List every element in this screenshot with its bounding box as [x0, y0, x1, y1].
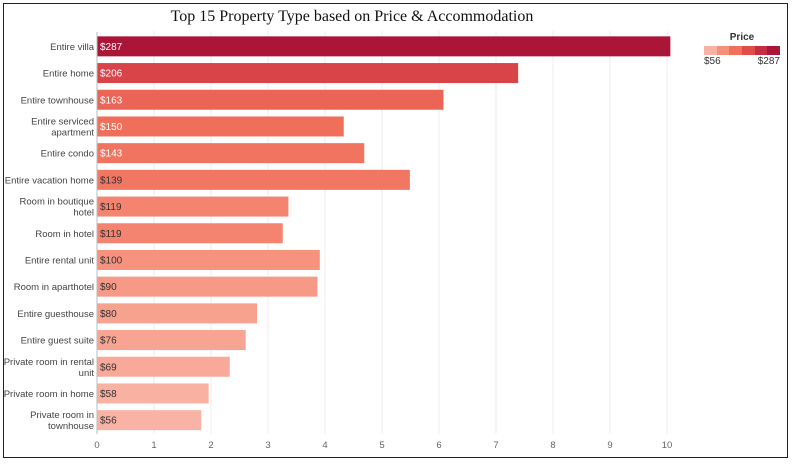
bar: [97, 330, 246, 351]
legend-swatch: [742, 46, 755, 55]
bar-value-label: $119: [100, 229, 122, 240]
category-label: Entire guest suite: [21, 336, 94, 347]
bar-value-label: $163: [100, 95, 123, 106]
x-tick-label: 5: [379, 440, 384, 451]
bar-value-label: $90: [100, 282, 117, 293]
category-label: Entire vacation home: [5, 175, 94, 186]
bar: [97, 63, 519, 84]
legend-swatch: [729, 46, 743, 55]
x-tick-label: 8: [550, 440, 555, 451]
category-label: Room in aparthotel: [14, 282, 94, 293]
price-legend: Price $56 $287: [704, 32, 781, 67]
bar: [97, 196, 289, 217]
category-label: Entire condo: [41, 149, 94, 160]
bar-value-label: $139: [100, 175, 123, 186]
bar-value-label: $287: [100, 42, 123, 53]
chart-title: Top 15 Property Type based on Price & Ac…: [170, 8, 534, 25]
bar-value-label: $100: [100, 255, 123, 266]
bar: [97, 410, 202, 431]
bar: [97, 169, 410, 190]
category-label: Entire serviced apartment: [31, 116, 94, 138]
category-label: Room in boutique hotel: [20, 197, 94, 219]
bar: [97, 36, 671, 57]
legend-color-ramp: [704, 46, 781, 55]
x-tick-label: 0: [94, 440, 99, 451]
bar-value-label: $150: [100, 122, 123, 133]
x-tick-label: 7: [493, 440, 498, 451]
legend-title: Price: [729, 32, 755, 43]
x-tick-label: 3: [265, 440, 270, 451]
category-label: Room in hotel: [35, 229, 94, 240]
legend-swatch: [704, 46, 717, 55]
category-label: Private room in rental unit: [4, 357, 95, 379]
legend-swatch: [754, 46, 768, 55]
bar-value-label: $119: [100, 202, 122, 213]
bar-value-label: $206: [100, 69, 123, 80]
bar-value-label: $58: [100, 389, 117, 400]
category-label: Entire rental unit: [25, 255, 95, 266]
category-label: Entire home: [43, 69, 94, 80]
category-label: Entire townhouse: [21, 95, 94, 106]
x-tick-label: 10: [662, 440, 673, 451]
bar: [97, 89, 444, 110]
bar: [97, 116, 344, 137]
bar: [97, 143, 365, 164]
category-label: Private room in home: [4, 389, 94, 400]
bar-value-label: $80: [100, 309, 117, 320]
legend-min-label: $56: [704, 56, 721, 67]
bar-value-label: $76: [100, 336, 117, 347]
bar: [97, 249, 320, 270]
bar: [97, 276, 318, 297]
legend-max-label: $287: [757, 56, 780, 67]
bar-value-label: $69: [100, 362, 117, 373]
x-tick-label: 1: [151, 440, 156, 451]
bar: [97, 223, 283, 244]
bar-value-label: $56: [100, 416, 117, 427]
category-label: Entire guesthouse: [17, 309, 94, 320]
bar-value-label: $143: [100, 149, 123, 160]
bar: [97, 356, 230, 377]
x-tick-label: 2: [208, 440, 213, 451]
bar: [97, 303, 258, 324]
category-label: Entire villa: [50, 42, 95, 53]
x-tick-label: 6: [436, 440, 441, 451]
bar: [97, 383, 209, 404]
x-tick-label: 4: [322, 440, 327, 451]
legend-swatch: [716, 46, 730, 55]
legend-swatch: [767, 46, 781, 55]
x-tick-label: 9: [607, 440, 612, 451]
category-label: Private room in townhouse: [30, 410, 94, 432]
